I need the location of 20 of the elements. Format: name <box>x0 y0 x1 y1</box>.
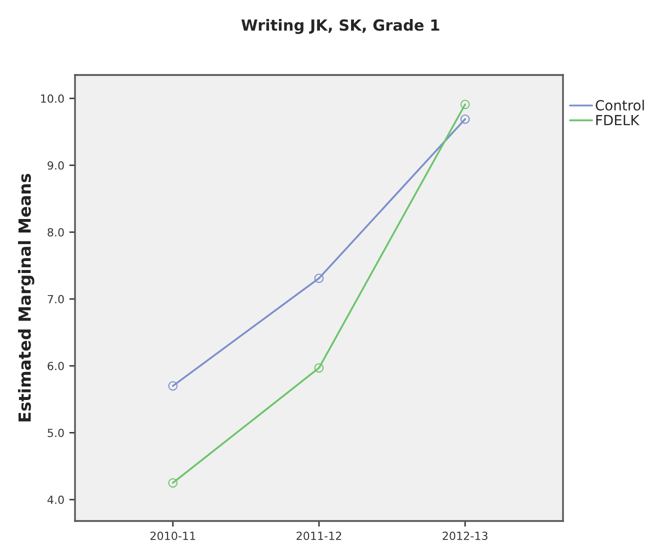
y-tick-label: 5.0 <box>48 428 64 438</box>
x-tick-label: 2010-11 <box>150 532 196 540</box>
y-tick-label: 7.0 <box>48 294 64 304</box>
point <box>314 274 324 283</box>
y-tick-label: 4.0 <box>47 496 64 504</box>
y-tick-label: 8.0 <box>48 228 64 237</box>
x-tick-label: 2011-12 <box>296 532 342 540</box>
y-tick-label: 9.0 <box>48 161 64 170</box>
y-tick-label: 6.0 <box>48 362 64 370</box>
point <box>168 478 178 488</box>
y-tick-label: 10.0 <box>41 94 64 103</box>
point <box>314 363 324 373</box>
y-axis-title: Estimated Marginal Means <box>18 174 34 422</box>
x-tick-label: 2012-13 <box>442 532 488 540</box>
legend-label: FDELK <box>596 115 640 126</box>
point <box>460 100 470 110</box>
chart-title: Writing JK, SK, Grade 1 <box>241 19 440 34</box>
point <box>168 381 178 391</box>
legend-label: Control <box>596 100 644 111</box>
point <box>460 114 470 124</box>
